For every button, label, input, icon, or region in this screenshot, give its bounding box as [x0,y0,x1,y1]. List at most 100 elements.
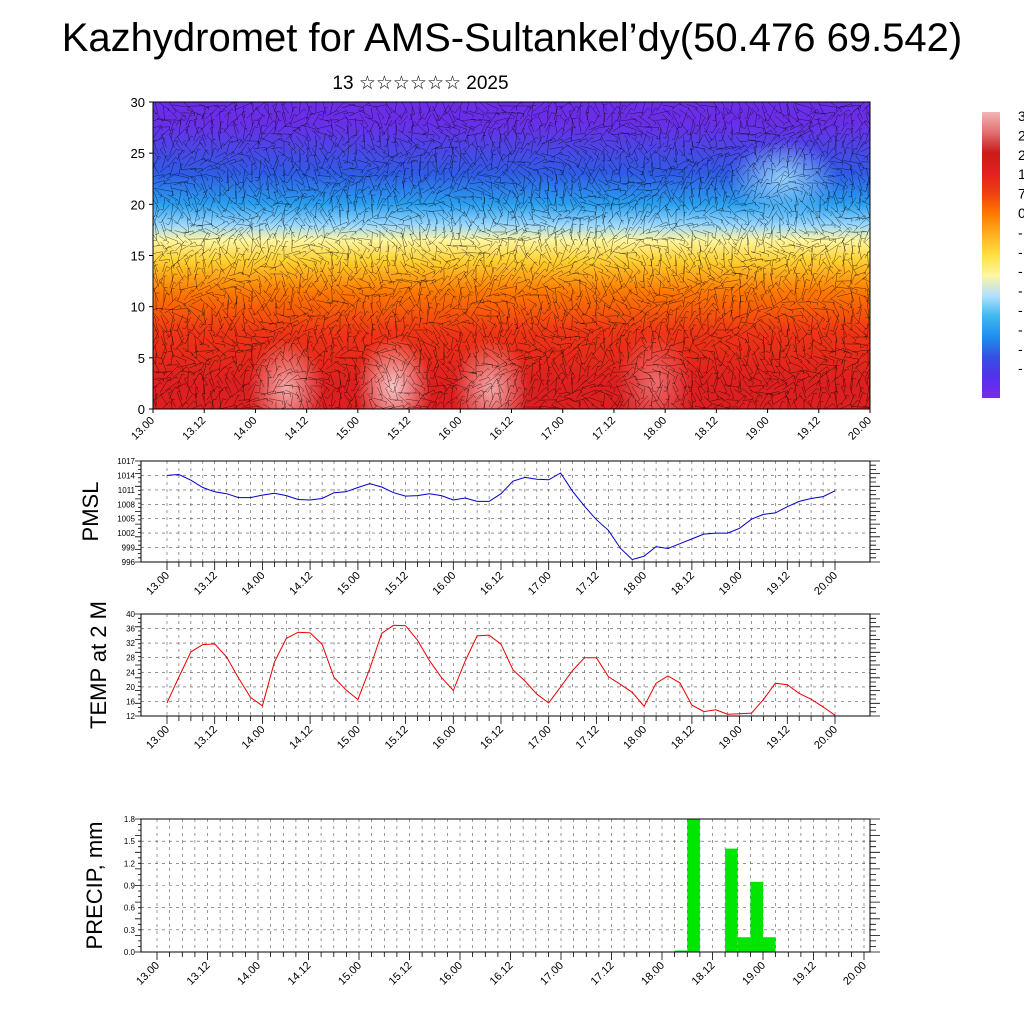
y-tick-label: 20 [131,197,145,212]
plot-frame [140,460,871,563]
x-tick-label: 19.00 [744,415,772,443]
plot-frame [140,818,871,953]
x-tick-label: 20.00 [841,960,869,988]
x-tick-label: 13.12 [192,724,220,752]
y-tick-label: 0.6 [124,904,136,913]
grid-lines [141,613,870,717]
colorbar-label: - [1018,224,1023,240]
x-tick-label: 15.12 [387,960,415,988]
x-tick-label: 14.00 [240,570,268,598]
minor-ticks [135,613,880,724]
x-tick-label: 19.12 [764,724,792,752]
y-tick-label: 15 [131,249,145,264]
y-axis-label: PMSL [78,482,103,542]
grid-lines [141,460,870,563]
x-tick-label: 19.00 [717,570,745,598]
heatmap-cell [355,336,432,409]
x-tick-label: 18.00 [621,724,649,752]
precip-bar [674,950,688,952]
y-tick-label: 1005 [117,515,135,524]
y-tick-label: 0.9 [124,882,136,891]
x-tick-label: 13.12 [192,570,220,598]
x-tick-label: 15.12 [383,724,411,752]
x-tick-label: 17.12 [574,724,602,752]
x-tick-label: 14.00 [232,415,260,443]
y-tick-label: 1.8 [124,815,136,824]
y-tick-label: 28 [126,654,135,663]
x-tick-label: 13.12 [180,415,208,443]
date-subtitle: 13 ☆☆☆☆☆☆ 2025 [332,73,509,94]
y-tick-label: 32 [126,639,135,648]
precip-bar [687,819,700,952]
x-tick-label: 18.00 [641,415,669,443]
x-tick-label: 13.00 [129,415,157,443]
y-tick-label: 0 [138,402,145,417]
y-tick-label: 30 [131,95,145,110]
x-tick-label: 17.12 [590,415,618,443]
x-tick-label: 16.12 [478,724,506,752]
x-tick-label: 16.00 [437,960,465,988]
x-tick-label: 15.00 [335,724,363,752]
x-tick-label: 19.00 [740,960,768,988]
x-tick-label: 17.00 [526,724,554,752]
x-tick-label: 14.12 [286,960,314,988]
precip-bar [737,937,751,952]
colorbar-label: - [1018,263,1023,279]
x-tick-label: 18.12 [693,415,721,443]
x-tick-label: 14.12 [287,724,315,752]
colorbar-label: - [1018,302,1023,318]
colorbar-label: 1 [1018,166,1024,182]
precip-bar [763,937,776,952]
x-tick-label: 16.00 [436,415,464,443]
x-tick-label: 18.00 [639,960,667,988]
y-axis-label: TEMP at 2 M [86,601,111,729]
x-tick-label: 17.12 [574,570,602,598]
x-tick-label: 16.12 [488,960,516,988]
x-tick-label: 15.00 [336,960,364,988]
y-tick-label: 40 [126,610,135,619]
colorbar-label: - [1018,283,1023,299]
heatmap-cell [248,338,325,409]
y-tick-label: 10 [131,300,145,315]
x-tick-label: 13.00 [144,724,172,752]
x-tick-label: 19.12 [764,570,792,598]
precip-bar [750,881,763,952]
y-tick-label: 20 [126,683,135,692]
x-tick-label: 13.00 [144,570,172,598]
colorbar-label: 2 [1018,147,1024,163]
heatmap-panel: 0 5 10 15 20 25 30 13.00 13.12 14.00 14.12 15.00 15.… [129,95,874,443]
x-tick-label: 15.00 [334,415,362,443]
x-tick-label: 14.12 [283,415,311,443]
wind-barbs [153,102,870,409]
colorbar-label: 3 [1018,108,1024,124]
x-tick-label: 16.00 [430,570,458,598]
x-tick-label: 19.12 [795,415,823,443]
y-tick-label: 5 [138,351,145,366]
x-tick-label: 17.12 [589,960,617,988]
x-tick-label: 17.00 [538,960,566,988]
y-tick-label: 0.3 [124,926,136,935]
y-axis-label: PRECIP, mm [82,822,107,950]
heatmap-field [153,102,870,409]
y-tick-label: 12 [126,712,135,721]
colorbar-label: - [1018,360,1023,376]
y-tick-label: 16 [126,697,135,706]
colorbar-label: - [1018,321,1023,337]
y-tick-label: 1002 [117,529,135,538]
minor-ticks [135,460,880,570]
page-title: Kazhydromet for AMS-Sultankel’dy(50.476 … [61,16,963,60]
pmsl-panel: 996 999 1002 1005 1008 1011 1014 1017 13.00 13.12… [78,457,880,598]
x-tick-label: 17.00 [526,570,554,598]
x-tick-label: 14.12 [287,570,315,598]
y-tick-label: 24 [126,668,135,677]
y-tick-label: 25 [131,146,145,161]
x-tick-label: 20.00 [846,415,874,443]
x-tick-label: 15.12 [385,415,413,443]
y-tick-label: 36 [126,625,135,634]
colorbar: 3 2 2 1 7 0 - - - - - - - - [982,108,1024,398]
x-tick-label: 16.00 [430,724,458,752]
y-tick-label: 1011 [118,486,136,495]
x-tick-label: 16.12 [488,415,516,443]
x-tick-label: 14.00 [240,724,268,752]
